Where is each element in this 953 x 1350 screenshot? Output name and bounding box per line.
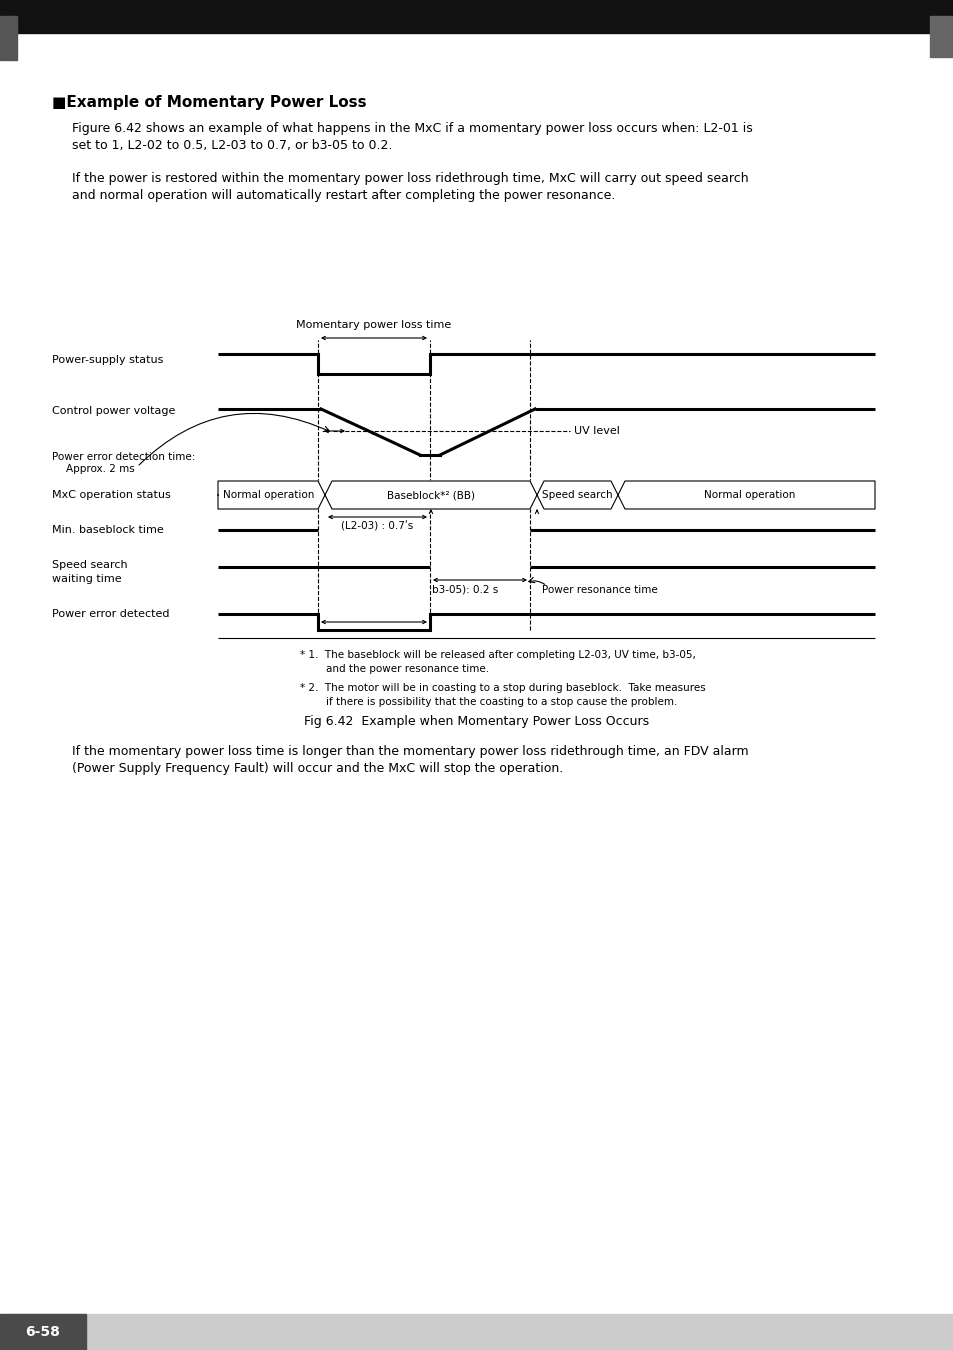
Text: set to 1, L2-02 to 0.5, L2-03 to 0.7, or b3-05 to 0.2.: set to 1, L2-02 to 0.5, L2-03 to 0.7, or… <box>71 139 392 153</box>
Text: Momentary power loss time: Momentary power loss time <box>296 320 451 329</box>
Text: *1: *1 <box>539 486 550 495</box>
Text: Speed search: Speed search <box>52 560 128 570</box>
Text: if there is possibility that the coasting to a stop cause the problem.: if there is possibility that the coastin… <box>299 697 677 707</box>
Text: Control power voltage: Control power voltage <box>52 406 175 416</box>
Text: Min. baseblock time: Min. baseblock time <box>52 525 164 535</box>
Text: If the power is restored within the momentary power loss ridethrough time, MxC w: If the power is restored within the mome… <box>71 171 748 185</box>
Text: * 2.  The motor will be in coasting to a stop during baseblock.  Take measures: * 2. The motor will be in coasting to a … <box>299 683 705 693</box>
Text: Baseblock*² (BB): Baseblock*² (BB) <box>387 490 475 500</box>
Text: Power resonance time: Power resonance time <box>541 585 657 595</box>
Text: * 1.  The baseblock will be released after completing L2-03, UV time, b3-05,: * 1. The baseblock will be released afte… <box>299 649 695 660</box>
Text: (Power Supply Frequency Fault) will occur and the MxC will stop the operation.: (Power Supply Frequency Fault) will occu… <box>71 761 562 775</box>
Bar <box>0 16 17 59</box>
Polygon shape <box>325 481 537 509</box>
Text: Approx. 2 ms: Approx. 2 ms <box>66 464 134 474</box>
Bar <box>0 1314 953 1350</box>
Bar <box>0 0 953 32</box>
Text: UV level: UV level <box>574 427 619 436</box>
Bar <box>929 16 953 57</box>
Text: and the power resonance time.: and the power resonance time. <box>299 664 489 674</box>
Text: b3-05): 0.2 s: b3-05): 0.2 s <box>432 585 497 595</box>
Polygon shape <box>618 481 874 509</box>
Text: Fig 6.42  Example when Momentary Power Loss Occurs: Fig 6.42 Example when Momentary Power Lo… <box>304 716 649 728</box>
Text: ■Example of Momentary Power Loss: ■Example of Momentary Power Loss <box>52 95 366 109</box>
Text: 6-58: 6-58 <box>26 1324 60 1339</box>
Text: MxC operation status: MxC operation status <box>52 490 171 500</box>
Text: Power-supply status: Power-supply status <box>52 355 163 364</box>
Text: and normal operation will automatically restart after completing the power reson: and normal operation will automatically … <box>71 189 615 202</box>
Text: Figure 6.42 shows an example of what happens in the MxC if a momentary power los: Figure 6.42 shows an example of what hap… <box>71 122 752 135</box>
Polygon shape <box>537 481 618 509</box>
Text: Power error detected: Power error detected <box>52 609 170 620</box>
Text: If the momentary power loss time is longer than the momentary power loss ridethr: If the momentary power loss time is long… <box>71 745 748 757</box>
Bar <box>0 1314 86 1350</box>
Text: (L2-03) : 0.7ʹs: (L2-03) : 0.7ʹs <box>341 521 414 531</box>
Text: Normal operation: Normal operation <box>223 490 314 500</box>
Polygon shape <box>218 481 325 509</box>
Text: Normal operation: Normal operation <box>703 490 795 500</box>
Text: Speed search: Speed search <box>541 490 612 500</box>
Text: waiting time: waiting time <box>52 574 121 585</box>
Text: Power error detection time:: Power error detection time: <box>52 452 195 462</box>
